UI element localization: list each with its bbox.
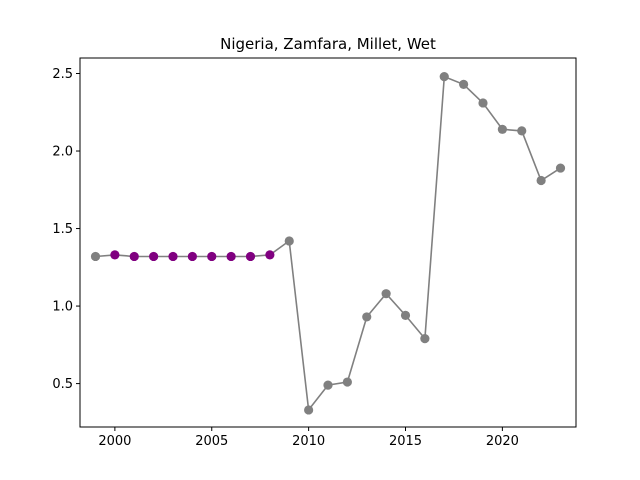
y-tick-label: 1.5	[52, 222, 73, 237]
x-tick-label: 2015	[389, 434, 422, 449]
data-point	[110, 250, 120, 260]
x-tick-label: 2005	[195, 434, 228, 449]
data-point	[245, 251, 256, 262]
data-point	[497, 124, 507, 134]
data-point	[226, 251, 236, 262]
data-point	[517, 126, 527, 136]
data-point	[323, 380, 333, 390]
data-point	[459, 79, 469, 89]
plot-frame	[79, 57, 577, 428]
data-point	[362, 312, 372, 322]
data-point	[478, 98, 488, 108]
x-tick-label: 2000	[98, 434, 131, 449]
x-tick-label: 2020	[486, 434, 519, 449]
data-point	[536, 175, 546, 186]
data-point	[90, 251, 101, 262]
data-point	[400, 310, 411, 320]
data-point	[304, 405, 314, 415]
data-point	[168, 251, 178, 262]
data-point	[207, 251, 217, 262]
x-tick-label: 2010	[292, 434, 325, 449]
data-point	[342, 377, 352, 387]
data-point	[381, 289, 391, 299]
data-point	[284, 236, 294, 246]
series-line	[95, 75, 561, 412]
data-point	[420, 334, 430, 344]
data-point	[187, 251, 197, 262]
chart-title: Nigeria, Zamfara, Millet, Wet	[220, 35, 436, 53]
data-point	[555, 163, 566, 173]
data-point	[439, 72, 449, 82]
y-tick-label: 2.0	[52, 145, 73, 160]
data-point	[129, 251, 139, 262]
y-tick-label: 1.0	[52, 300, 73, 315]
data-point	[265, 250, 275, 260]
data-point	[149, 251, 159, 262]
y-tick-label: 2.5	[52, 67, 73, 82]
y-tick-label: 0.5	[52, 377, 73, 392]
